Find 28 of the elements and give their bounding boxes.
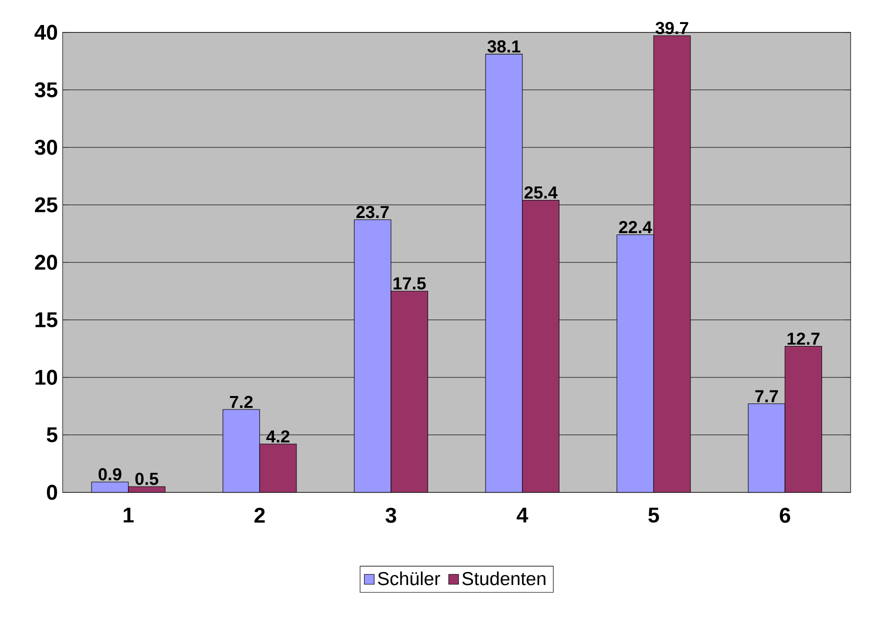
data-label: 22.4 xyxy=(619,221,652,234)
y-tick-label: 15 xyxy=(36,312,58,328)
y-tick-label: 20 xyxy=(34,254,58,270)
legend-label: Studenten xyxy=(462,572,546,586)
y-tick-label: 40 xyxy=(34,24,58,40)
y-tick-label: 35 xyxy=(34,82,58,98)
data-label: 7.7 xyxy=(755,390,778,402)
x-tick-label: 6 xyxy=(780,508,790,523)
x-tick-label: 4 xyxy=(516,508,528,522)
x-tick-label: 5 xyxy=(648,508,659,523)
data-label: 38.1 xyxy=(487,40,520,53)
data-label: 0.5 xyxy=(135,472,158,485)
x-tick-label: 3 xyxy=(386,508,396,523)
y-tick-label: 25 xyxy=(34,197,58,212)
data-label: 23.7 xyxy=(356,206,389,218)
data-label: 25.4 xyxy=(524,186,558,199)
data-label: 0.9 xyxy=(98,468,122,480)
y-tick-label: 10 xyxy=(36,370,58,385)
y-tick-label: 30 xyxy=(34,140,58,155)
data-label: 7.2 xyxy=(230,396,253,408)
y-tick-label: 5 xyxy=(46,427,58,442)
x-tick-label: 2 xyxy=(254,508,265,523)
y-tick-label: 0 xyxy=(46,484,58,500)
data-label: 39.7 xyxy=(656,22,688,34)
legend-label: Schüler xyxy=(378,572,440,586)
data-label: 17.5 xyxy=(394,277,426,290)
data-label: 12.7 xyxy=(788,332,820,345)
x-tick-label: 1 xyxy=(124,508,134,522)
